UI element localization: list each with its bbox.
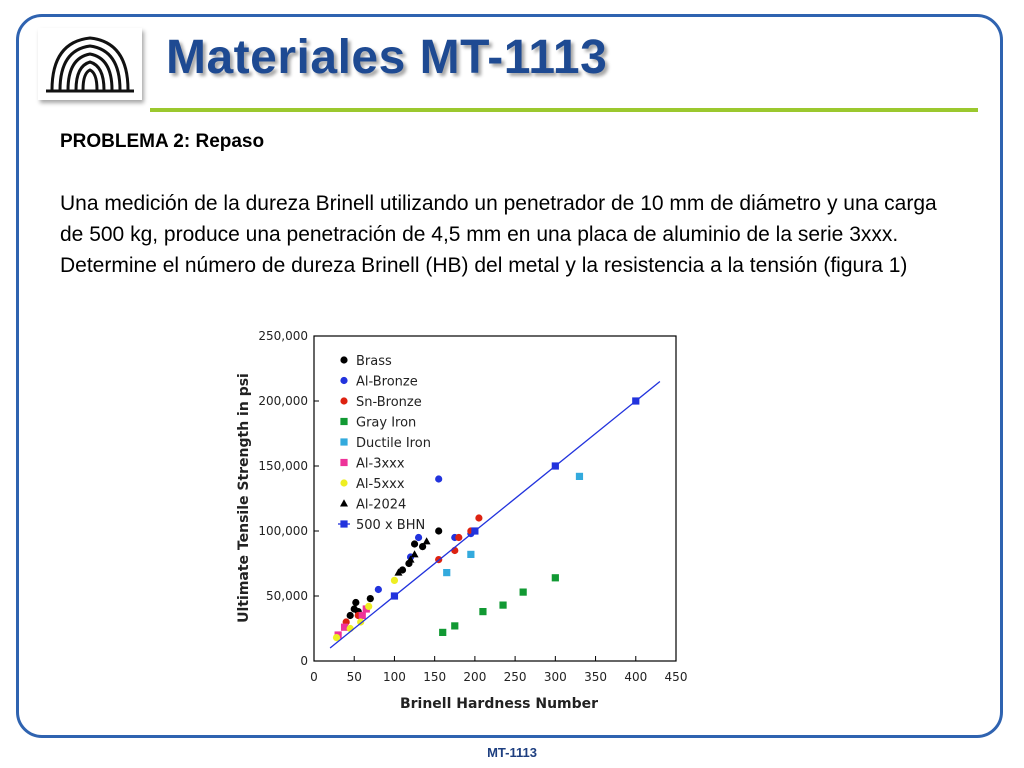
x-tick-label: 450 [665,670,688,684]
y-tick-label: 250,000 [258,329,308,343]
point-al-3xxx [340,623,349,631]
problem-statement: Una medición de la dureza Brinell utiliz… [60,192,937,277]
x-axis-label: Brinell Hardness Number [400,696,598,712]
y-tick-label: 200,000 [258,394,308,408]
point-brass [410,540,419,548]
point-brass [352,598,360,607]
y-tick-label: 0 [300,654,308,668]
point-sn-bronze [340,397,348,405]
point-brass [398,566,407,574]
point-al-bronze [374,585,382,594]
point-al-2024 [422,537,431,545]
x-tick-label: 50 [347,670,362,684]
x-axis: 0 50 100 150 200 250 300 350 400 450 [310,656,687,684]
brinell-chart: 0 50,000 100,000 150,000 200,000 250,000 0 50 1… [236,329,687,712]
legend-label: Sn-Bronze [356,395,422,410]
y-tick-label: 50,000 [266,589,308,603]
point-al-5xxx [365,602,373,610]
y-tick-label: 150,000 [258,459,308,473]
title-divider [150,108,978,112]
point-500-x-bhn [471,527,479,535]
point-500-x-bhn [390,592,399,600]
point-500-x-bhn [340,520,348,528]
point-al-2024 [410,550,419,558]
point-brass [340,356,348,364]
chart-container: 0 50,000 100,000 150,000 200,000 250,000 0 50 1… [228,326,690,718]
point-gray-iron [439,628,447,636]
point-ductile-iron [467,550,475,558]
x-tick-label: 350 [584,670,607,684]
legend-label: Ductile Iron [356,436,431,451]
point-sn-bronze [455,533,463,542]
point-gray-iron [479,608,487,616]
point-al-5xxx [357,618,365,626]
logo-graphic [46,36,134,93]
point-al-2024 [394,568,403,576]
problem-heading: PROBLEMA 2: Repaso [60,131,265,152]
point-al-3xxx [340,458,348,467]
y-axis-label: Ultimate Tensile Strength in psi [236,373,252,623]
point-al-bronze [340,376,348,385]
data-series [329,380,661,649]
footer-label: MT-1113 [487,745,537,760]
fit-line-500xbhn [329,380,661,649]
point-al-5xxx [390,576,399,584]
x-tick-label: 250 [504,670,527,684]
plot-frame [313,335,677,662]
legend-label: Gray Iron [356,416,416,431]
chart-legend: Brass Al-Bronze Sn-Bronze Gray Iron Ductile … [338,354,431,533]
x-tick-label: 300 [544,670,567,684]
point-ductile-iron [340,438,348,446]
point-al-5xxx [340,479,348,487]
point-brass [435,527,443,535]
point-brass [419,543,427,551]
y-tick-label: 100,000 [258,524,308,538]
x-tick-label: 0 [310,670,318,684]
point-sn-bronze [475,514,483,522]
legend-label: Al-5xxx [356,477,405,492]
point-ductile-iron [443,569,451,577]
legend-label: Al-2024 [356,498,406,513]
page-title: Materiales MT-1113 [166,31,608,84]
point-al-bronze [414,533,423,542]
point-500-x-bhn [632,397,640,405]
point-al-3xxx [358,611,366,620]
x-tick-label: 400 [624,670,647,684]
legend-label: Al-3xxx [356,457,405,472]
x-tick-label: 150 [423,670,446,684]
y-axis: 0 50,000 100,000 150,000 200,000 250,000 [258,329,319,668]
point-al-bronze [435,475,443,483]
x-tick-label: 100 [383,670,406,684]
point-brass [366,595,374,603]
point-gray-iron [340,417,348,426]
legend-label: Al-Bronze [356,375,418,390]
point-al-2024 [406,555,415,563]
point-al-5xxx [332,634,341,642]
x-tick-label: 200 [463,670,486,684]
point-gray-iron [551,574,559,582]
point-500-x-bhn [551,462,559,470]
point-gray-iron [499,601,507,609]
point-al-2024 [340,499,348,507]
point-brass [346,611,354,620]
university-logo-icon [38,28,142,100]
point-ductile-iron [575,472,584,480]
point-gray-iron [451,622,459,630]
legend-label: 500 x BHN [356,518,425,533]
point-gray-iron [519,588,527,596]
legend-label: Brass [356,354,392,369]
